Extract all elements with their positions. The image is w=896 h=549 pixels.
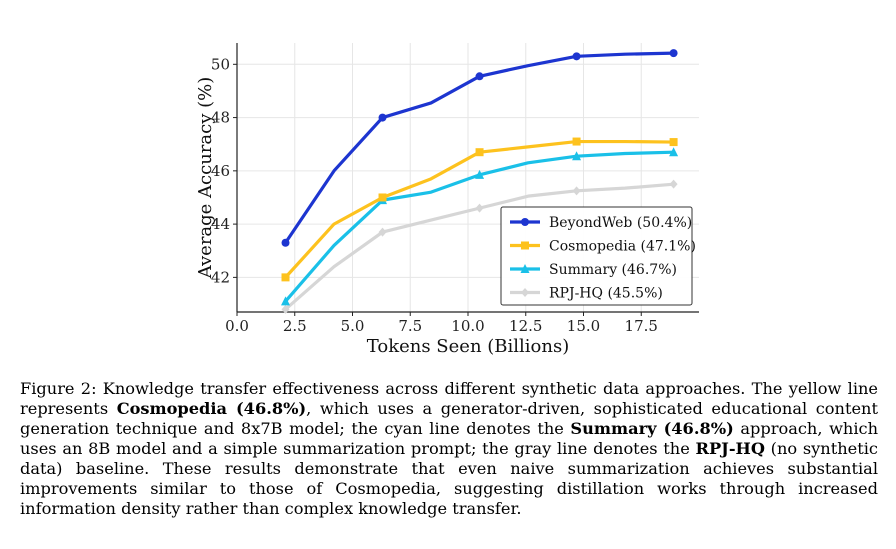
y-tick-label: 44 <box>211 215 230 233</box>
data-point-beyondweb <box>475 72 484 81</box>
legend-box <box>500 206 693 306</box>
legend-marker-beyondweb <box>521 218 529 226</box>
data-point-summary <box>281 296 291 306</box>
data-point-rpj-hq <box>669 179 678 189</box>
x-tick-label: 5.0 <box>341 317 365 335</box>
y-tick-label: 42 <box>211 268 230 286</box>
caption-mid-1: , which uses a generator-driven, sophist… <box>20 399 878 438</box>
x-tick-label: 7.5 <box>398 317 422 335</box>
y-axis-label: Average Accuracy (%) <box>195 77 216 280</box>
caption-prefix: Figure 2: Knowledge transfer effectivene… <box>20 379 878 418</box>
x-tick-label: 2.5 <box>283 317 307 335</box>
legend-label-cosmopedia: Cosmopedia (47.1%) <box>549 239 696 255</box>
data-point-beyondweb <box>669 49 678 58</box>
data-point-rpj-hq <box>281 304 290 314</box>
x-tick-label: 10.0 <box>451 317 484 335</box>
data-point-rpj-hq <box>572 186 581 196</box>
legend-label-rpj-hq: RPJ-HQ (45.5%) <box>549 286 663 302</box>
chart-figure: 0.0 2.5 5.0 7.5 10.0 12.5 15.0 17.5 42 44 46 48 50 To… <box>195 43 699 357</box>
figure-caption: Figure 2: Knowledge transfer effectivene… <box>20 379 878 519</box>
x-tick-label: 0.0 <box>225 317 249 335</box>
y-tick-label: 48 <box>211 109 230 127</box>
data-point-summary <box>669 147 679 157</box>
legend-label-beyondweb: BeyondWeb (50.4%) <box>549 215 692 231</box>
data-point-cosmopedia <box>572 137 581 146</box>
y-tick-label: 46 <box>211 162 230 180</box>
data-point-cosmopedia <box>378 193 387 202</box>
caption-suffix: (no synthetic data) baseline. These resu… <box>20 439 878 518</box>
legend-marker-rpj-hq <box>521 288 529 297</box>
y-tick-label: 50 <box>211 55 230 73</box>
data-point-cosmopedia <box>281 273 290 282</box>
x-tick-label: 15.0 <box>567 317 600 335</box>
data-point-cosmopedia <box>475 148 484 157</box>
data-point-beyondweb <box>281 238 290 247</box>
legend-marker-cosmopedia <box>521 241 529 250</box>
caption-bold-cosmopedia: Cosmopedia (46.8%) <box>116 399 307 418</box>
legend-label-summary: Summary (46.7%) <box>549 262 677 278</box>
caption-bold-summary: Summary (46.8%) <box>570 419 734 438</box>
caption-mid-2: approach, which uses an 8B model and a s… <box>20 419 879 458</box>
data-point-summary <box>475 169 485 179</box>
x-tick-label: 12.5 <box>509 317 542 335</box>
x-tick-label: 17.5 <box>625 317 658 335</box>
x-axis-label: Tokens Seen (Billions) <box>367 336 569 357</box>
data-point-beyondweb <box>572 52 581 61</box>
legend-marker-summary <box>520 264 530 273</box>
data-point-beyondweb <box>378 113 387 122</box>
data-point-rpj-hq <box>475 203 484 213</box>
caption-bold-rpjhq: RPJ-HQ <box>695 439 765 458</box>
data-point-summary <box>572 151 582 161</box>
data-point-rpj-hq <box>378 227 387 237</box>
data-point-cosmopedia <box>669 138 678 147</box>
line-chart: 0.0 2.5 5.0 7.5 10.0 12.5 15.0 17.5 42 44 46 48 50 To… <box>195 43 699 357</box>
